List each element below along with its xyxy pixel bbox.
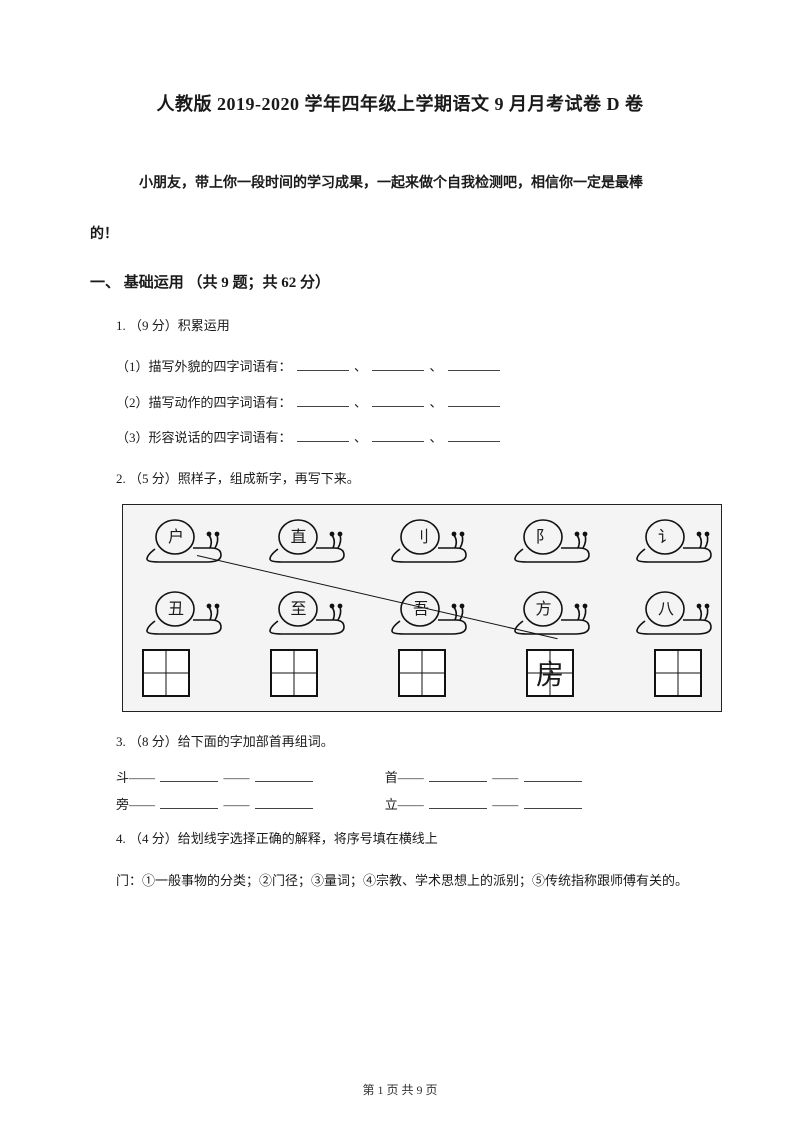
q1-sub3: （3）形容说话的四字词语有： 、 、 bbox=[90, 422, 710, 453]
tianzi-box[interactable] bbox=[270, 649, 318, 697]
q1-sub1-label: （1）描写外貌的四字词语有： bbox=[116, 359, 292, 374]
snail-card: 吾 bbox=[382, 587, 472, 637]
tianzi-row: 房 bbox=[142, 649, 702, 697]
snail-card: 阝 bbox=[505, 515, 595, 565]
blank[interactable] bbox=[297, 357, 349, 371]
snail-char: 直 bbox=[284, 523, 314, 547]
snail-card: 八 bbox=[627, 587, 717, 637]
q2-stem: 2. （5 分）照样子，组成新字，再写下来。 bbox=[90, 463, 710, 494]
tianzi-example-char: 房 bbox=[528, 651, 572, 695]
q3-prefix: 首—— bbox=[385, 770, 424, 785]
q3-item: 旁—— —— bbox=[116, 794, 315, 813]
snail-card: 至 bbox=[260, 587, 350, 637]
dash: —— bbox=[224, 770, 250, 785]
snail-card: 讠 bbox=[627, 515, 717, 565]
snail-card: 丑 bbox=[137, 587, 227, 637]
blank[interactable] bbox=[448, 428, 500, 442]
sep: 、 bbox=[354, 395, 367, 410]
blank[interactable] bbox=[160, 795, 218, 809]
q1-sub3-label: （3）形容说话的四字词语有： bbox=[116, 430, 292, 445]
blank[interactable] bbox=[255, 795, 313, 809]
sep: 、 bbox=[430, 430, 443, 445]
q3-item: 首—— —— bbox=[385, 767, 584, 786]
q1-sub2-label: （2）描写动作的四字词语有： bbox=[116, 395, 292, 410]
blank[interactable] bbox=[297, 393, 349, 407]
tianzi-box[interactable]: 房 bbox=[526, 649, 574, 697]
snail-char: 方 bbox=[529, 595, 559, 619]
q3-prefix: 立—— bbox=[385, 797, 424, 812]
snail-card: 直 bbox=[260, 515, 350, 565]
blank[interactable] bbox=[372, 357, 424, 371]
q1-sub1: （1）描写外貌的四字词语有： 、 、 bbox=[90, 351, 710, 382]
section-heading: 一、 基础运用 （共 9 题；共 62 分） bbox=[90, 271, 710, 292]
snail-diagram: 户 直 刂 阝 bbox=[122, 504, 722, 712]
sep: 、 bbox=[354, 430, 367, 445]
blank[interactable] bbox=[372, 428, 424, 442]
snail-char: 至 bbox=[284, 595, 314, 619]
page-footer: 第 1 页 共 9 页 bbox=[0, 1081, 800, 1098]
tianzi-box[interactable] bbox=[654, 649, 702, 697]
intro-text-line1: 小朋友，带上你一段时间的学习成果，一起来做个自我检测吧，相信你一定是最棒 bbox=[90, 166, 710, 202]
snail-char: 户 bbox=[161, 523, 191, 547]
q3-row2: 旁—— —— 立—— —— bbox=[90, 794, 710, 813]
q3-prefix: 旁—— bbox=[116, 797, 155, 812]
snail-row-bottom: 丑 至 吾 方 bbox=[137, 587, 717, 637]
dash: —— bbox=[492, 770, 518, 785]
q3-stem: 3. （8 分）给下面的字加部首再组词。 bbox=[90, 726, 710, 757]
blank[interactable] bbox=[524, 795, 582, 809]
exam-page: 人教版 2019-2020 学年四年级上学期语文 9 月月考试卷 D 卷 小朋友… bbox=[0, 0, 800, 1132]
sep: 、 bbox=[430, 395, 443, 410]
snail-char: 吾 bbox=[406, 595, 436, 619]
tianzi-box[interactable] bbox=[398, 649, 446, 697]
snail-card: 户 bbox=[137, 515, 227, 565]
sep: 、 bbox=[354, 359, 367, 374]
blank[interactable] bbox=[255, 768, 313, 782]
dash: —— bbox=[492, 797, 518, 812]
snail-row-top: 户 直 刂 阝 bbox=[137, 515, 717, 565]
snail-char: 刂 bbox=[406, 523, 436, 547]
snail-char: 丑 bbox=[161, 595, 191, 619]
intro-text-line2: 的！ bbox=[90, 220, 710, 251]
q4-stem: 4. （4 分）给划线字选择正确的解释，将序号填在横线上 bbox=[90, 823, 710, 854]
q3-item: 立—— —— bbox=[385, 794, 584, 813]
blank[interactable] bbox=[160, 768, 218, 782]
blank[interactable] bbox=[372, 393, 424, 407]
page-title: 人教版 2019-2020 学年四年级上学期语文 9 月月考试卷 D 卷 bbox=[90, 90, 710, 116]
snail-card: 刂 bbox=[382, 515, 472, 565]
q3-row1: 斗—— —— 首—— —— bbox=[90, 767, 710, 786]
tianzi-box[interactable] bbox=[142, 649, 190, 697]
q1-stem: 1. （9 分）积累运用 bbox=[90, 310, 710, 341]
blank[interactable] bbox=[524, 768, 582, 782]
blank[interactable] bbox=[429, 768, 487, 782]
snail-char: 阝 bbox=[529, 523, 559, 547]
snail-char: 八 bbox=[651, 595, 681, 619]
q4-options: 门：①一般事物的分类；②门径；③量词；④宗教、学术思想上的派别；⑤传统指称跟师傅… bbox=[90, 865, 710, 896]
blank[interactable] bbox=[448, 357, 500, 371]
blank[interactable] bbox=[448, 393, 500, 407]
snail-char: 讠 bbox=[651, 523, 681, 547]
sep: 、 bbox=[430, 359, 443, 374]
q1-sub2: （2）描写动作的四字词语有： 、 、 bbox=[90, 387, 710, 418]
q3-item: 斗—— —— bbox=[116, 767, 315, 786]
dash: —— bbox=[224, 797, 250, 812]
snail-card: 方 bbox=[505, 587, 595, 637]
blank[interactable] bbox=[297, 428, 349, 442]
q3-prefix: 斗—— bbox=[116, 770, 155, 785]
blank[interactable] bbox=[429, 795, 487, 809]
